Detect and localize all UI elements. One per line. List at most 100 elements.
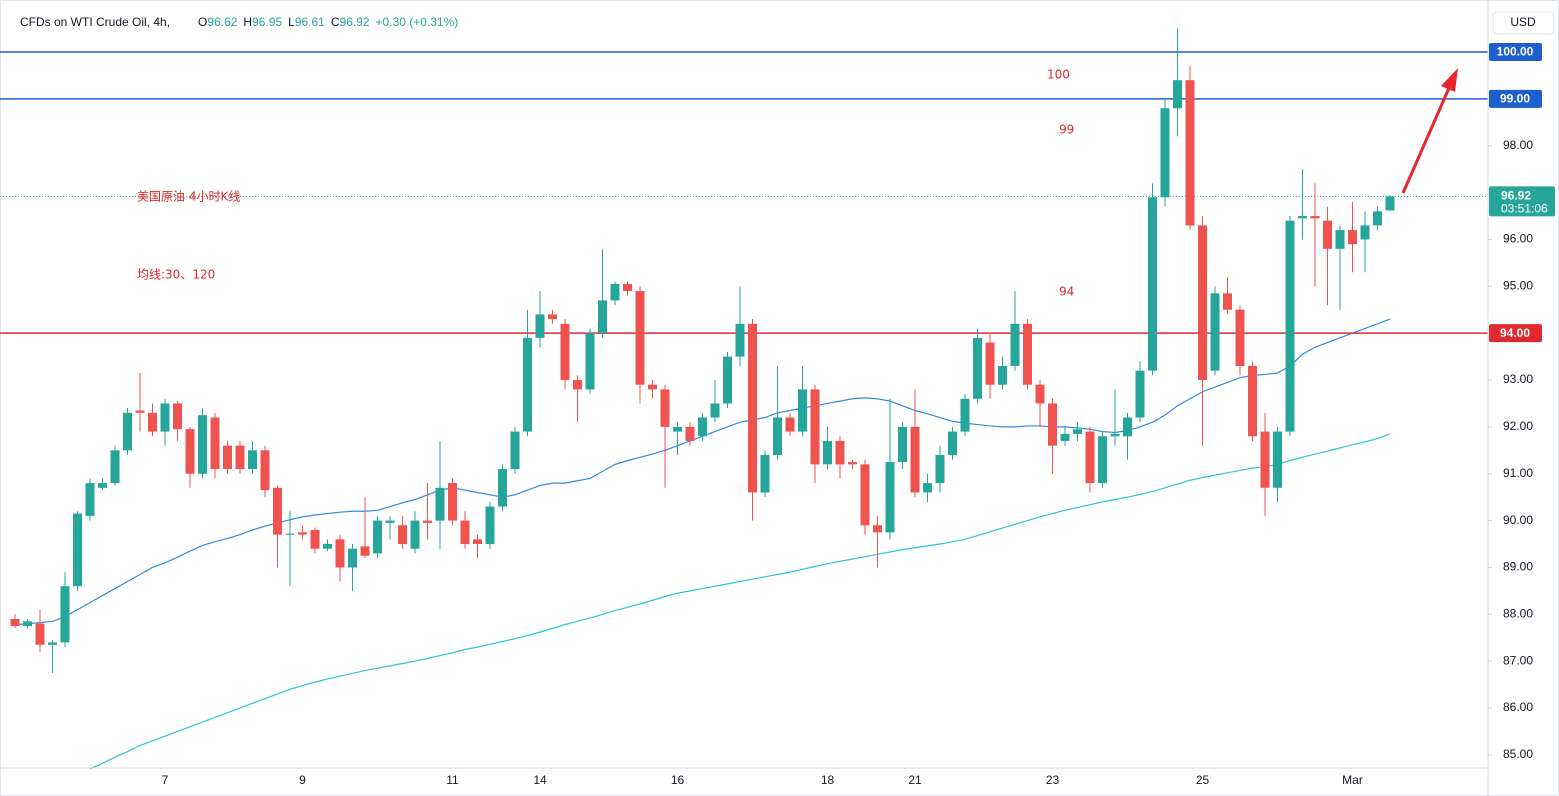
candle-body: [948, 431, 957, 456]
candle-body: [1323, 220, 1332, 249]
candle-body: [285, 533, 295, 535]
candle-body: [1023, 323, 1032, 385]
candle-body: [298, 532, 307, 535]
candle-body: [73, 513, 82, 587]
candle-body: [785, 417, 795, 432]
ohlc-value: 96.61: [295, 15, 325, 29]
candle-body: [360, 546, 370, 556]
candle-body: [148, 412, 157, 432]
candle-body: [660, 389, 670, 427]
candle-body: [110, 450, 120, 484]
candle-body: [648, 384, 657, 390]
annotation-title: 美国原油 4小时K线: [137, 190, 240, 204]
price-line-label: 100.00: [1497, 45, 1534, 59]
candle-body: [1123, 417, 1132, 437]
candle-body: [1148, 197, 1157, 371]
candle-body: [735, 323, 745, 357]
candle-body: [823, 440, 832, 465]
change: +0.30 (+0.31%): [376, 15, 459, 29]
candle-body: [985, 342, 995, 385]
legend-header: CFDs on WTI Crude Oil, 4h, O96.62 H96.95 L9…: [20, 15, 458, 29]
y-tick-label: 89.00: [1503, 560, 1533, 574]
candle-body: [710, 403, 720, 418]
candle-body: [548, 314, 557, 320]
candle-body: [1185, 80, 1195, 226]
candle-body: [1273, 431, 1282, 488]
candle-body: [1073, 429, 1082, 434]
y-tick-label: 92.00: [1503, 419, 1533, 433]
candle-body: [35, 623, 45, 645]
candle-body: [135, 410, 145, 413]
candle-body: [160, 403, 170, 432]
candle-body: [673, 426, 682, 432]
candle-body: [348, 548, 357, 568]
candle-body: [698, 417, 707, 437]
candle-body: [723, 356, 732, 404]
candle-body: [123, 412, 132, 451]
y-tick-label: 87.00: [1503, 653, 1533, 667]
x-tick-label: 25: [1196, 773, 1210, 787]
candle-body: [410, 520, 420, 549]
currency-label[interactable]: USD: [1510, 15, 1536, 29]
candle-body: [85, 483, 95, 516]
annotation-ma: 均线:30、120: [137, 268, 215, 282]
candle-body: [323, 544, 332, 549]
candle-body: [848, 462, 857, 465]
annotation-arrow: [1401, 87, 1451, 194]
candle-body: [898, 426, 907, 463]
candle-body: [1210, 293, 1220, 371]
x-tick-label: 9: [299, 773, 306, 787]
candle-body: [960, 398, 970, 432]
candle-body: [223, 445, 232, 470]
candle-body: [610, 283, 620, 301]
candle-body: [98, 483, 107, 488]
ohlc-label: O: [198, 15, 207, 29]
candle-body: [798, 389, 807, 432]
y-tick-label: 98.00: [1503, 138, 1533, 152]
y-tick-label: 85.00: [1503, 747, 1533, 761]
candle-body: [773, 417, 782, 456]
annotation-level: 99: [1059, 123, 1074, 137]
annotation-level: 100: [1047, 68, 1070, 82]
candle-body: [1010, 323, 1020, 366]
candle-body: [185, 429, 195, 474]
ohlc-label: L: [288, 15, 295, 29]
candle-body: [810, 389, 820, 465]
moving-average: [89, 433, 1391, 770]
x-tick-label: 11: [446, 773, 459, 787]
price-line-tag: [1489, 43, 1542, 62]
candle-body: [510, 431, 520, 470]
candle-body: [1060, 433, 1070, 441]
candle-body: [335, 539, 345, 568]
candle-body: [748, 323, 757, 493]
candle-body: [1135, 370, 1145, 418]
candle-body: [873, 525, 882, 533]
annotation-level: 94: [1059, 285, 1074, 299]
y-tick-label: 90.00: [1503, 513, 1533, 527]
candle-body: [273, 487, 282, 535]
candle-body: [835, 440, 845, 465]
candle-body: [60, 586, 70, 643]
candle-body: [1360, 225, 1370, 240]
candle-body: [635, 291, 645, 385]
candle-body: [1098, 436, 1107, 484]
y-tick-label: 88.00: [1503, 606, 1533, 620]
ohlc-value: 96.62: [207, 15, 237, 29]
ohlc-value: 96.92: [340, 15, 370, 29]
price-line-label: 99.00: [1500, 92, 1530, 106]
candle-body: [1173, 80, 1182, 109]
candle-body: [448, 483, 457, 521]
y-tick-label: 91.00: [1503, 466, 1533, 480]
candle-body: [560, 323, 570, 381]
candle-body: [373, 520, 382, 554]
candle-body: [623, 283, 632, 292]
candle-body: [235, 445, 245, 470]
y-tick-label: 86.00: [1503, 700, 1533, 714]
currency-button[interactable]: [1492, 11, 1555, 35]
candle-body: [685, 426, 695, 441]
ohlc-label: C: [331, 15, 340, 29]
x-tick-label: 16: [671, 773, 685, 787]
candle-body: [248, 450, 257, 470]
price-line-tag: [1489, 89, 1542, 108]
y-tick-label: 95.00: [1503, 278, 1533, 292]
